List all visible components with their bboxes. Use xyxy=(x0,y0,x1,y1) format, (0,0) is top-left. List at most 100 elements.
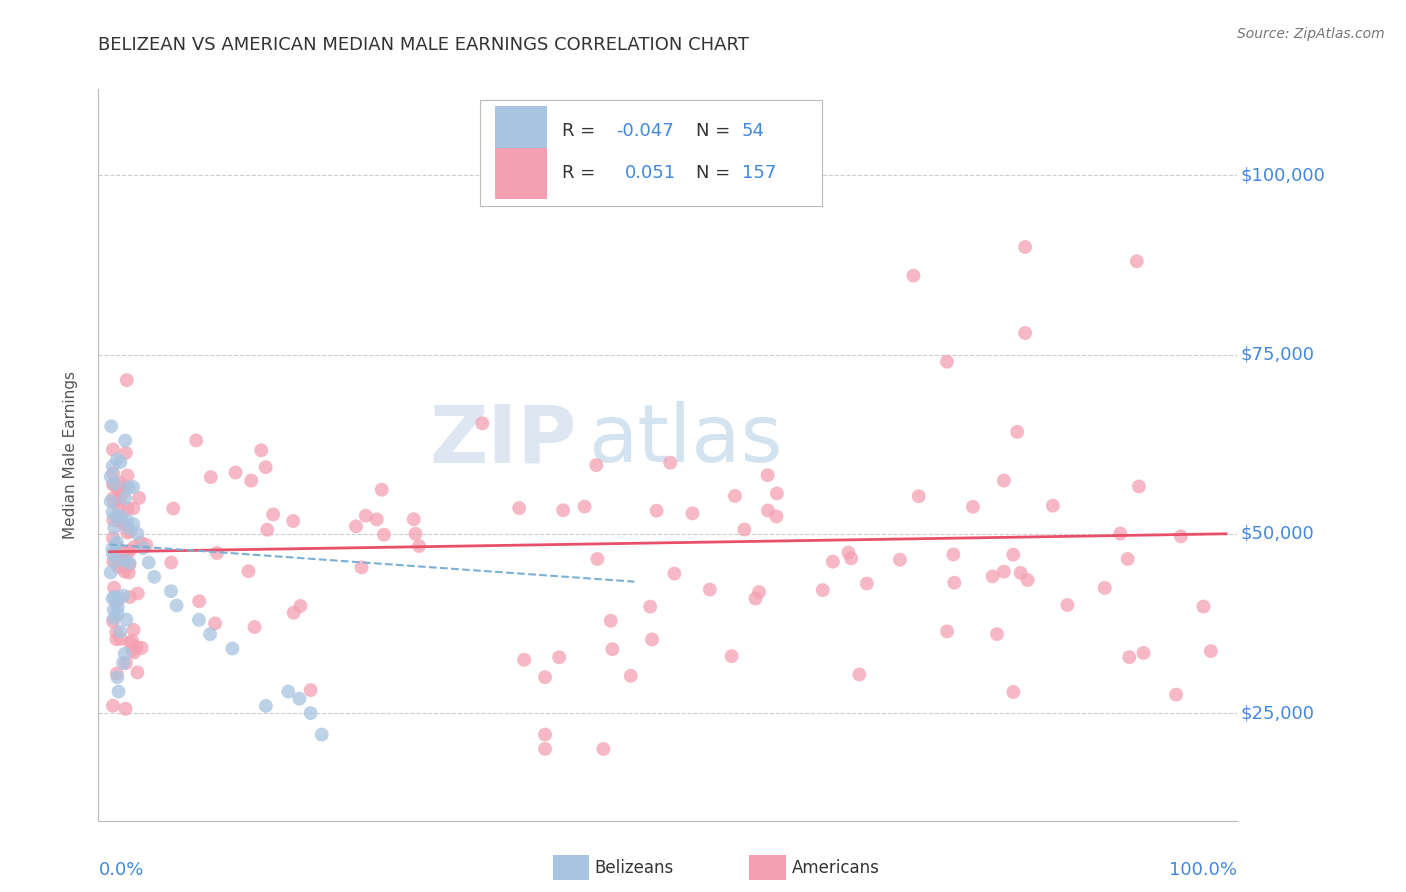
Point xyxy=(508,501,530,516)
Text: -0.047: -0.047 xyxy=(617,122,675,140)
Point xyxy=(1014,326,1036,340)
Point xyxy=(664,566,686,581)
Point xyxy=(138,556,160,570)
Point xyxy=(373,527,395,541)
Text: $100,000: $100,000 xyxy=(1240,166,1326,185)
Point xyxy=(1017,573,1039,587)
Point xyxy=(103,513,125,527)
Point xyxy=(1042,499,1064,513)
Text: $75,000: $75,000 xyxy=(1240,345,1315,364)
Point xyxy=(103,478,125,492)
Point xyxy=(114,702,136,716)
Point xyxy=(115,446,138,460)
Point xyxy=(105,632,128,647)
Point xyxy=(128,491,150,505)
Point xyxy=(599,614,621,628)
Point xyxy=(101,591,124,606)
Text: 100.0%: 100.0% xyxy=(1170,861,1237,879)
Point xyxy=(118,556,141,570)
Point xyxy=(122,517,145,532)
Point xyxy=(408,539,430,553)
Point xyxy=(262,508,284,522)
FancyBboxPatch shape xyxy=(495,148,547,199)
Point xyxy=(848,667,870,681)
Point xyxy=(115,525,138,540)
Point xyxy=(112,484,135,499)
Point xyxy=(105,670,128,684)
FancyBboxPatch shape xyxy=(479,100,821,206)
Point xyxy=(100,419,122,434)
Point xyxy=(143,570,166,584)
Point xyxy=(115,656,138,670)
Point xyxy=(620,669,643,683)
Point xyxy=(127,526,149,541)
Point xyxy=(120,636,142,650)
Point xyxy=(471,417,494,431)
Text: 54: 54 xyxy=(742,122,765,140)
Point xyxy=(720,649,742,664)
Point xyxy=(105,452,128,467)
Point xyxy=(277,684,299,698)
Point xyxy=(108,591,131,606)
Point xyxy=(118,566,141,580)
Text: R =: R = xyxy=(562,164,606,182)
Point xyxy=(100,566,122,580)
Point xyxy=(103,496,125,510)
Point xyxy=(186,434,208,448)
Point xyxy=(585,458,607,472)
Text: N =: N = xyxy=(696,122,737,140)
Point xyxy=(699,582,721,597)
Point xyxy=(115,547,138,561)
Y-axis label: Median Male Earnings: Median Male Earnings xyxy=(63,371,77,539)
Point xyxy=(366,512,388,526)
Point xyxy=(602,642,624,657)
Point xyxy=(105,666,128,681)
Point xyxy=(125,640,148,654)
Point xyxy=(299,683,322,698)
Point xyxy=(117,521,139,535)
Text: 0.0%: 0.0% xyxy=(98,861,143,879)
Point xyxy=(200,470,222,484)
Text: $50,000: $50,000 xyxy=(1240,524,1315,543)
Point xyxy=(553,503,575,517)
Point xyxy=(118,558,141,572)
Point xyxy=(534,728,557,742)
Point xyxy=(837,545,859,559)
Point xyxy=(122,540,145,554)
Point xyxy=(107,541,129,555)
Point xyxy=(110,509,132,524)
Point xyxy=(250,443,273,458)
Point xyxy=(986,627,1008,641)
Point xyxy=(101,442,124,457)
Point xyxy=(117,501,139,516)
Point xyxy=(205,546,228,560)
Point xyxy=(117,468,139,483)
Text: N =: N = xyxy=(696,164,737,182)
Point xyxy=(114,491,136,505)
Point xyxy=(188,594,211,608)
Point xyxy=(534,670,557,684)
Point xyxy=(942,548,965,562)
Point xyxy=(1166,688,1188,702)
Point xyxy=(103,611,125,625)
Text: Belizeans: Belizeans xyxy=(595,859,673,877)
Text: BELIZEAN VS AMERICAN MEDIAN MALE EARNINGS CORRELATION CHART: BELIZEAN VS AMERICAN MEDIAN MALE EARNING… xyxy=(98,36,749,54)
Point xyxy=(101,547,124,561)
Point xyxy=(254,698,277,713)
Point xyxy=(129,535,152,549)
Point xyxy=(104,538,127,552)
Point xyxy=(108,476,131,491)
Point xyxy=(574,500,596,514)
Point xyxy=(839,551,862,566)
Text: ZIP: ZIP xyxy=(429,401,576,479)
Point xyxy=(1056,598,1078,612)
Point xyxy=(765,509,787,524)
Point xyxy=(224,466,246,480)
Point xyxy=(114,565,136,579)
Point xyxy=(1116,552,1139,566)
Point xyxy=(108,483,131,497)
Point xyxy=(101,491,124,506)
Point xyxy=(243,620,266,634)
Point xyxy=(122,646,145,660)
Point xyxy=(962,500,984,514)
